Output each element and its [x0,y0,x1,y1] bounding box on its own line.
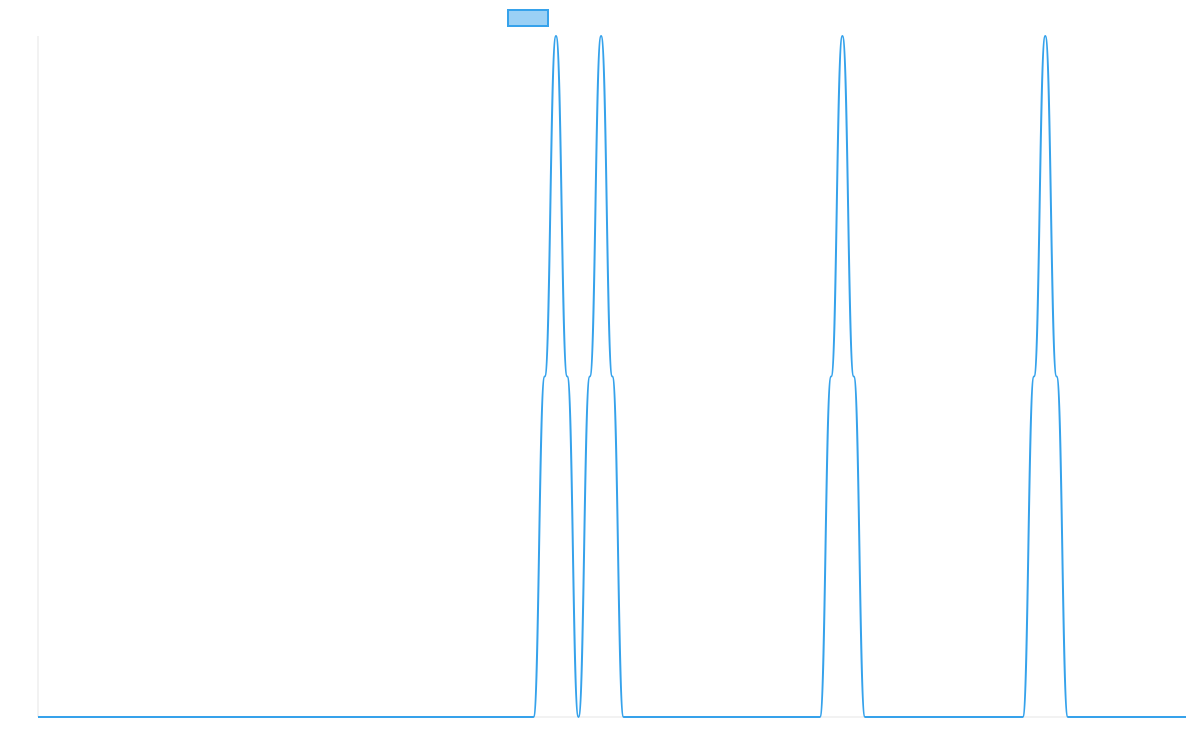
series-layer [37,35,1186,719]
legend-swatch[interactable] [507,9,549,27]
series-line[interactable] [37,35,1186,719]
legend [507,9,549,27]
